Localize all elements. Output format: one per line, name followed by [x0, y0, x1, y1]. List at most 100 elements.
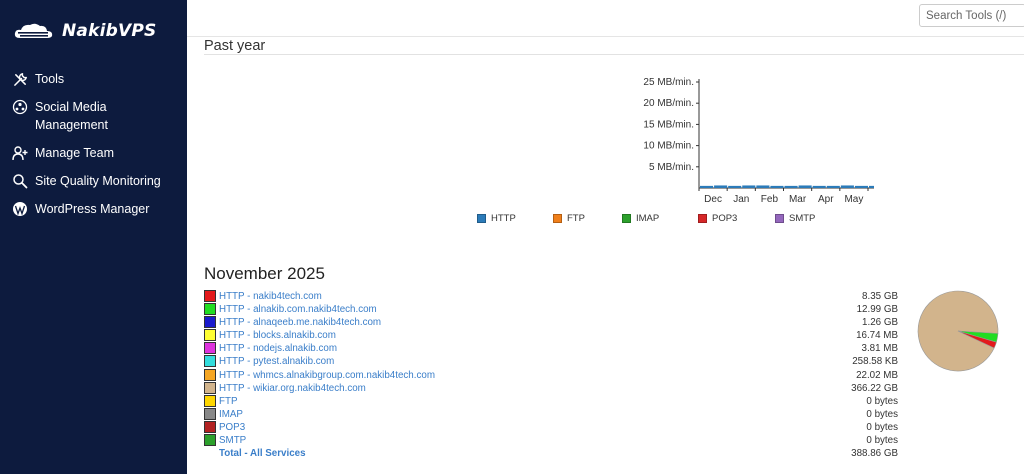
usage-row: FTP 0 bytes — [204, 394, 898, 408]
legend-swatch — [553, 214, 562, 223]
sidebar-item-site-quality[interactable]: Site Quality Monitoring — [0, 172, 187, 190]
color-swatch — [204, 355, 216, 368]
social-icon — [11, 98, 29, 116]
usage-row-link[interactable]: FTP — [219, 395, 238, 407]
section-divider — [204, 54, 1024, 55]
legend-label: POP3 — [712, 213, 738, 224]
cloud-logo-icon — [14, 23, 53, 38]
usage-row-link[interactable]: SMTP — [219, 435, 247, 447]
brand-logo[interactable]: NakibVPS — [12, 17, 156, 45]
usage-row: HTTP - wikiar.org.nakib4tech.com 366.22 G… — [204, 381, 898, 395]
brand-name: NakibVPS — [62, 21, 157, 41]
y-tick-label: 20 MB/min. — [643, 98, 694, 109]
color-swatch — [204, 290, 216, 302]
usage-row: HTTP - nakib4tech.com 8.35 GB — [204, 290, 898, 303]
color-swatch — [204, 394, 216, 407]
color-swatch — [204, 342, 216, 355]
usage-row-link[interactable]: HTTP - blocks.alnakib.com — [219, 330, 336, 342]
http-bar — [812, 185, 826, 188]
search-input[interactable] — [919, 4, 1024, 27]
usage-row-value: 0 bytes — [866, 395, 898, 407]
sidebar-item-label: WordPress Manager — [35, 202, 150, 216]
usage-pie-chart — [917, 290, 999, 372]
legend-label: SMTP — [789, 213, 816, 224]
y-tick-label: 5 MB/min. — [649, 162, 694, 173]
x-tick-label: Jan — [733, 194, 749, 205]
usage-row: HTTP - alnakib.com.nakib4tech.com 12.99 G… — [204, 303, 898, 316]
http-bar — [714, 185, 728, 188]
legend-item-imap: IMAP — [622, 213, 698, 224]
http-bar — [798, 185, 812, 188]
legend-swatch — [775, 214, 784, 223]
wrench-icon — [11, 70, 29, 88]
sidebar-item-label: Social Media Management — [35, 100, 108, 132]
wordpress-icon — [11, 200, 29, 218]
legend-swatch — [477, 214, 486, 223]
color-swatch — [204, 381, 216, 394]
x-tick-label: Dec — [704, 194, 722, 205]
sidebar-item-tools[interactable]: Tools — [0, 70, 187, 88]
http-bar — [840, 185, 854, 188]
usage-row: HTTP - pytest.alnakib.com 258.58 KB — [204, 355, 898, 368]
pie-slice — [957, 330, 997, 349]
usage-row: POP3 0 bytes — [204, 420, 898, 434]
x-tick-label: Apr — [818, 194, 834, 205]
usage-row-value: 0 bytes — [866, 435, 898, 447]
legend-item-ftp: FTP — [553, 213, 622, 224]
color-swatch — [204, 407, 216, 420]
usage-row-value: 22.02 MB — [856, 369, 898, 381]
usage-row-link[interactable]: HTTP - alnakib.com.nakib4tech.com — [219, 304, 377, 316]
usage-row-link[interactable]: POP3 — [219, 421, 246, 433]
legend-item-http: HTTP — [477, 213, 553, 224]
usage-row-link[interactable]: HTTP - whmcs.alnakibgroup.com.nakib4tech… — [219, 369, 435, 381]
http-bar — [784, 185, 798, 188]
usage-row: HTTP - blocks.alnakib.com 16.74 MB — [204, 329, 898, 342]
past-year-title: Past year — [204, 38, 266, 54]
usage-row-link[interactable]: IMAP — [219, 408, 243, 420]
sidebar-item-wordpress[interactable]: WordPress Manager — [0, 200, 187, 218]
sidebar-item-label: Site Quality Monitoring — [35, 174, 161, 188]
sidebar-item-label: Tools — [35, 72, 65, 86]
color-swatch — [204, 303, 216, 316]
usage-row: SMTP 0 bytes — [204, 434, 898, 447]
usage-row-value: 0 bytes — [866, 421, 898, 433]
http-bar — [854, 185, 868, 188]
total-label[interactable]: Total - All Services — [219, 448, 306, 460]
http-bar — [869, 185, 874, 188]
usage-row-value: 0 bytes — [866, 408, 898, 420]
usage-row: HTTP - alnaqeeb.me.nakib4tech.com 1.26 GB — [204, 316, 898, 329]
usage-row-value: 258.58 KB — [852, 356, 898, 368]
y-tick-label: 25 MB/min. — [643, 77, 694, 88]
http-bar — [770, 185, 784, 188]
sidebar-item-social-media[interactable]: Social Media Management — [0, 98, 187, 134]
legend-label: FTP — [567, 213, 585, 224]
bandwidth-chart: 5 MB/min. 10 MB/min. 15 MB/min. 20 MB/min. 2… — [643, 77, 874, 205]
chart-legend: HTTP FTP IMAP POP3 SMTP — [477, 213, 815, 224]
legend-label: HTTP — [491, 213, 516, 224]
legend-swatch — [698, 214, 707, 223]
http-bar — [742, 185, 756, 188]
top-bar — [187, 0, 1024, 37]
usage-row-link[interactable]: HTTP - pytest.alnakib.com — [219, 356, 335, 368]
month-title: November 2025 — [204, 264, 325, 283]
y-tick-label: 10 MB/min. — [643, 141, 694, 152]
usage-row-link[interactable]: HTTP - nakib4tech.com — [219, 291, 322, 302]
usage-row-value: 1.26 GB — [862, 317, 898, 329]
http-bar — [728, 185, 742, 188]
legend-label: IMAP — [636, 213, 660, 224]
usage-row-value: 12.99 GB — [856, 304, 898, 316]
sidebar-item-manage-team[interactable]: Manage Team — [0, 144, 187, 162]
color-swatch — [204, 434, 216, 447]
color-swatch — [204, 329, 216, 342]
color-swatch — [204, 368, 216, 381]
usage-row-link[interactable]: HTTP - alnaqeeb.me.nakib4tech.com — [219, 317, 382, 329]
usage-row-link[interactable]: HTTP - nodejs.alnakib.com — [219, 343, 337, 355]
color-swatch — [204, 316, 216, 329]
sidebar-item-label: Manage Team — [35, 146, 114, 160]
usage-row: HTTP - nodejs.alnakib.com 3.81 MB — [204, 342, 898, 355]
usage-row-link[interactable]: HTTP - wikiar.org.nakib4tech.com — [219, 382, 366, 394]
users-icon — [11, 144, 29, 162]
x-tick-label: Feb — [761, 194, 779, 205]
sidebar: NakibVPS Tools Social Media Management M… — [0, 0, 187, 474]
usage-table: HTTP - nakib4tech.com 8.35 GB HTTP - alna… — [204, 290, 898, 460]
